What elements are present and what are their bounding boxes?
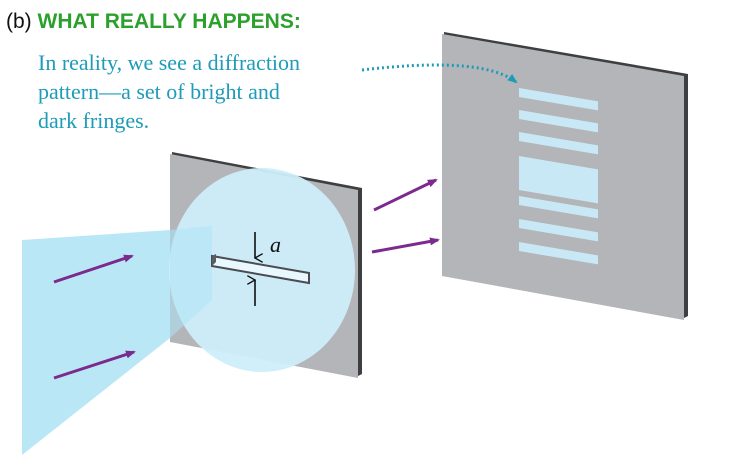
bright-fringe (519, 88, 598, 111)
caption-line-3: dark fringes. (38, 108, 150, 133)
slit-width-label: a (270, 232, 281, 257)
figure-panel-label: (b) (6, 10, 32, 33)
bright-fringe (519, 132, 598, 155)
caption-pointer-arrow (361, 63, 518, 84)
figure-heading: (b) WHAT REALLY HAPPENS: (6, 10, 301, 34)
figure-title: WHAT REALLY HAPPENS: (37, 10, 301, 33)
bright-fringe (519, 110, 598, 133)
incoming-ray-arrow-1 (53, 254, 134, 284)
bright-fringe (519, 219, 598, 242)
caption-line-1: In reality, we see a diffraction (38, 50, 301, 75)
slit-depth (212, 254, 216, 266)
outgoing-ray-arrow-2 (371, 237, 440, 254)
incoming-ray-arrow-2 (53, 350, 136, 380)
figure-caption: In reality, we see a diffraction pattern… (38, 48, 368, 135)
beam-front-face (170, 226, 212, 338)
central-bright-fringe (519, 156, 598, 204)
diffraction-fringes (519, 88, 598, 265)
bright-fringe (519, 242, 598, 265)
incoming-light-beam (22, 230, 170, 455)
outgoing-ray-arrow-1 (373, 178, 438, 212)
caption-line-2: pattern—a set of bright and (38, 79, 280, 104)
bright-fringe (519, 196, 598, 219)
